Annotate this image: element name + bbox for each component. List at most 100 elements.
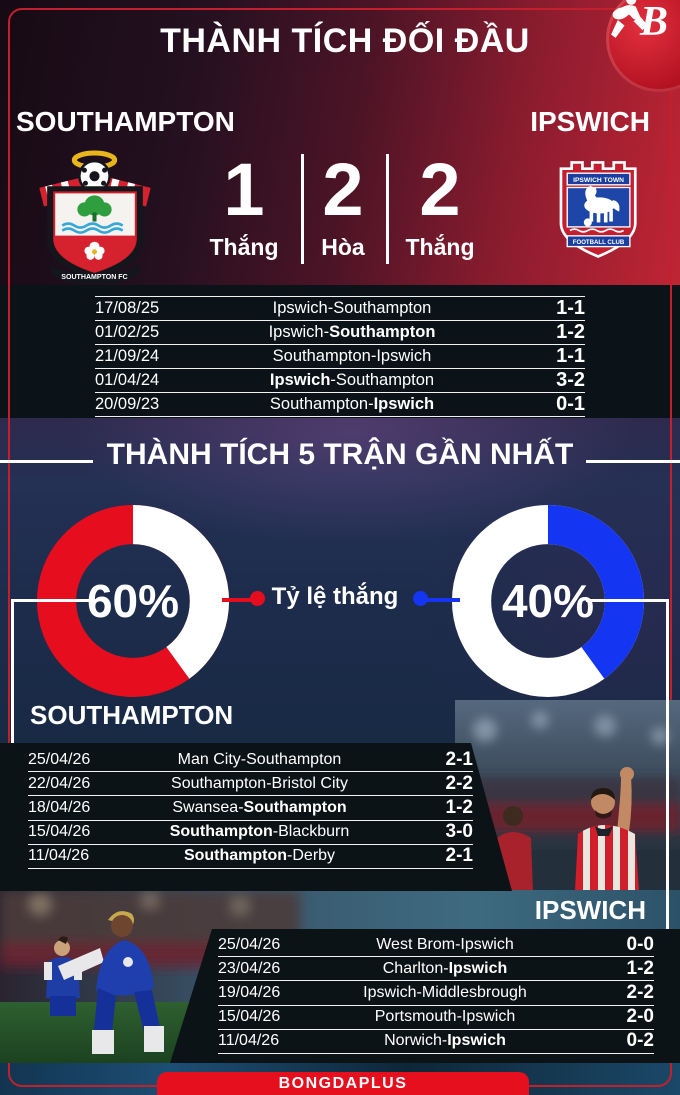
match-score: 3-0 xyxy=(445,821,473,843)
svg-text:FOOTBALL CLUB: FOOTBALL CLUB xyxy=(573,239,625,246)
match-date: 15/04/26 xyxy=(28,823,91,841)
divider xyxy=(301,154,304,264)
fixture: Southampton-Bristol City xyxy=(171,774,348,792)
fixture: Ipswich-Southampton xyxy=(269,371,435,389)
match-date: 01/04/24 xyxy=(95,371,160,389)
match-row: 15/04/26 Southampton-Blackburn 3-0 xyxy=(28,821,473,845)
match-date: 25/04/26 xyxy=(28,750,91,768)
match-date: 15/04/26 xyxy=(218,1008,281,1026)
match-row: 11/04/26 Norwich-Ipswich 0-2 xyxy=(218,1030,654,1054)
southampton-crest-icon: SOUTHAMPTON FC xyxy=(36,148,154,289)
match-row: 11/04/26 Southampton-Derby 2-1 xyxy=(28,845,473,869)
connector-line xyxy=(586,599,669,602)
fixture: Swansea-Southampton xyxy=(172,798,347,816)
southampton-table-panel: 25/04/26 Man City-Southampton 2-1 22/04/26 S… xyxy=(0,743,512,891)
home-wins-count: 1 xyxy=(223,148,265,231)
match-date: 21/09/24 xyxy=(95,347,160,365)
match-row: 21/09/24 Southampton-Ipswich 1-1 xyxy=(95,345,585,369)
winrate-label: Tỷ lệ thắng xyxy=(271,583,399,610)
match-score: 1-2 xyxy=(445,796,473,818)
match-date: 11/04/26 xyxy=(218,1032,280,1050)
match-score: 1-1 xyxy=(556,345,585,367)
title-line-left xyxy=(0,460,93,463)
match-row: 20/09/23 Southampton-Ipswich 0-1 xyxy=(95,393,585,417)
connector-line xyxy=(11,599,14,744)
match-score: 1-2 xyxy=(556,321,585,343)
fixture: Southampton-Blackburn xyxy=(169,823,350,841)
match-score: 3-2 xyxy=(556,369,585,391)
connector-line xyxy=(11,599,96,602)
draws-count: 2 xyxy=(322,148,364,231)
match-row: 01/04/24 Ipswich-Southampton 3-2 xyxy=(95,369,585,393)
match-score: 2-2 xyxy=(445,772,473,794)
match-date: 22/04/26 xyxy=(28,774,91,792)
match-date: 23/04/26 xyxy=(218,959,281,977)
match-row: 15/04/26 Portsmouth-Ipswich 2-0 xyxy=(218,1006,654,1030)
match-date: 17/08/25 xyxy=(95,299,160,317)
match-row: 23/04/26 Charlton-Ipswich 1-2 xyxy=(218,957,654,982)
southampton-section-label: SOUTHAMPTON xyxy=(30,700,234,730)
fixture: Ipswich-Southampton xyxy=(268,323,436,341)
red-connector-line xyxy=(222,598,254,602)
match-row: 19/04/26 Ipswich-Middlesbrough 2-2 xyxy=(218,981,654,1006)
match-row: 25/04/26 West Brom-Ipswich 0-0 xyxy=(218,933,654,958)
match-row: 01/02/25 Ipswich-Southampton 1-2 xyxy=(95,321,585,345)
fixture: Portsmouth-Ipswich xyxy=(374,1008,516,1026)
ipswich-table: 25/04/26 West Brom-Ipswich 0-0 23/04/26 Char… xyxy=(218,933,654,1054)
match-date: 18/04/26 xyxy=(28,798,91,816)
blue-connector-line xyxy=(427,598,460,602)
section-title: THÀNH TÍCH 5 TRẬN GẦN NHẤT xyxy=(106,438,574,471)
red-dot-icon xyxy=(250,591,265,606)
fixture: Southampton-Ipswich xyxy=(272,347,432,365)
ipswich-crest-icon: IPSWICH TOWN FOOTBALL CLUB xyxy=(552,152,646,271)
fixture: Man City-Southampton xyxy=(177,750,342,768)
southampton-table: 25/04/26 Man City-Southampton 2-1 22/04/26 S… xyxy=(28,748,473,869)
away-wins-count: 2 xyxy=(419,148,461,231)
match-date: 19/04/26 xyxy=(218,983,281,1001)
match-row: 18/04/26 Swansea-Southampton 1-2 xyxy=(28,796,473,821)
match-score: 2-1 xyxy=(445,845,473,867)
fixture: Ipswich-Southampton xyxy=(272,299,432,317)
match-row: 25/04/26 Man City-Southampton 2-1 xyxy=(28,748,473,773)
title-line-right xyxy=(586,460,680,463)
match-score: 2-0 xyxy=(626,1006,654,1028)
page-title: THÀNH TÍCH ĐỐI ĐẦU xyxy=(160,22,530,60)
match-date: 25/04/26 xyxy=(218,935,281,953)
blue-dot-icon xyxy=(413,591,428,606)
brand-badge: BONGDAPLUS xyxy=(157,1072,529,1095)
match-score: 0-1 xyxy=(556,393,585,415)
match-date: 20/09/23 xyxy=(95,395,160,413)
match-score: 0-0 xyxy=(626,933,654,955)
match-score: 2-2 xyxy=(626,981,654,1003)
fixture: West Brom-Ipswich xyxy=(376,935,514,953)
h2h-background xyxy=(0,285,680,418)
match-score: 0-2 xyxy=(626,1030,654,1052)
match-score: 1-1 xyxy=(556,297,585,319)
h2h-table: 17/08/25 Ipswich-Southampton 1-1 01/02/25 Ip… xyxy=(95,296,585,417)
fixture: Southampton-Ipswich xyxy=(269,395,435,413)
match-score: 1-2 xyxy=(626,957,654,979)
main-player xyxy=(575,767,639,891)
away-wins-label: Thắng xyxy=(405,234,475,260)
match-date: 01/02/25 xyxy=(95,323,160,341)
main-player xyxy=(58,911,164,1054)
connector-line xyxy=(666,599,669,931)
home-team-name: SOUTHAMPTON xyxy=(16,106,235,137)
fixture: Southampton-Derby xyxy=(183,847,336,865)
logo-letter: B xyxy=(640,0,669,45)
draws-label: Hòa xyxy=(321,234,365,260)
home-winrate-value: 60% xyxy=(86,575,180,627)
ipswich-table-panel: 25/04/26 West Brom-Ipswich 0-0 23/04/26 Char… xyxy=(170,929,680,1063)
fixture: Charlton-Ipswich xyxy=(382,959,508,977)
away-team-name: IPSWICH xyxy=(530,106,650,137)
match-row: 17/08/25 Ipswich-Southampton 1-1 xyxy=(95,297,585,321)
svg-text:SOUTHAMPTON FC: SOUTHAMPTON FC xyxy=(61,274,127,281)
home-wins-label: Thắng xyxy=(209,234,279,260)
away-winrate-value: 40% xyxy=(501,575,595,627)
ipswich-section-label: IPSWICH xyxy=(534,895,646,925)
southampton-photo xyxy=(455,700,680,891)
match-row: 22/04/26 Southampton-Bristol City 2-2 xyxy=(28,772,473,797)
svg-text:IPSWICH TOWN: IPSWICH TOWN xyxy=(573,177,624,184)
fixture: Norwich-Ipswich xyxy=(384,1032,506,1050)
